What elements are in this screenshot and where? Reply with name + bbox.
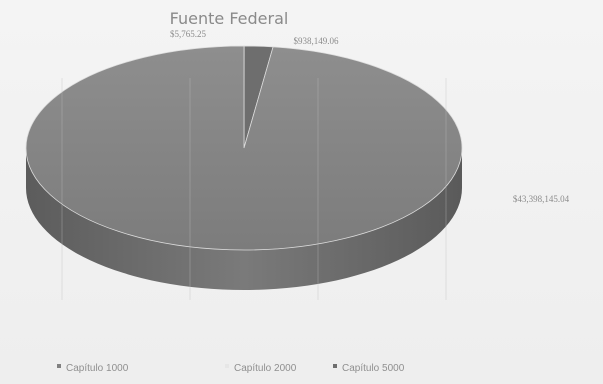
pie-side-wall [26,148,462,290]
legend-swatch-capitulo-1000 [57,364,61,368]
pie-slice-cap-tulo-1000 [25,45,463,251]
legend-swatch-capitulo-2000 [225,364,229,368]
legend-label-capitulo-5000: Capítulo 5000 [342,363,405,374]
pie-group [25,45,463,300]
legend-swatch-capitulo-5000 [333,364,337,368]
data-label-capitulo-2000: $5,765.25 [170,29,207,39]
legend: Capítulo 1000 Capítulo 2000 Capítulo 500… [57,363,405,374]
data-label-capitulo-5000: $938,149.06 [294,36,340,46]
legend-label-capitulo-1000: Capítulo 1000 [66,363,129,374]
data-label-capitulo-1000: $43,398,145.04 [513,194,570,204]
legend-label-capitulo-2000: Capítulo 2000 [234,363,297,374]
chart-title: Fuente Federal [170,9,289,28]
